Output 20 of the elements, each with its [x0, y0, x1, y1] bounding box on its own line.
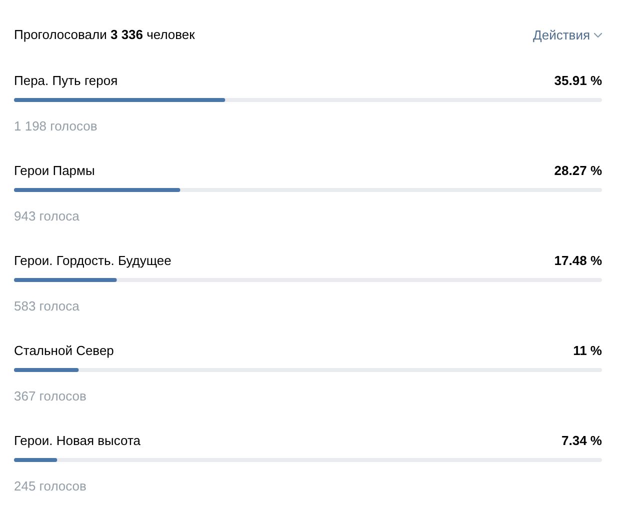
bar: [14, 458, 58, 462]
y-tick-label: Герои. Гордость. Будущее: [14, 253, 172, 268]
annotation: Действия: [533, 28, 590, 42]
y-tick-label: Стальной Север: [14, 343, 114, 358]
bar: [14, 368, 79, 372]
data-label: 28.27 %: [554, 163, 602, 178]
annotation: 1 198 голосов: [14, 118, 98, 134]
data-label: 11 %: [573, 343, 602, 358]
data-label: 17.48 %: [554, 253, 602, 268]
y-tick-label: Пера. Путь героя: [14, 73, 118, 88]
bar: [14, 278, 117, 282]
data-label: 7.34 %: [562, 433, 602, 448]
annotation: 943 голоса: [14, 208, 80, 224]
data-label: 35.91 %: [554, 73, 602, 88]
y-tick-label: Герои. Новая высота: [14, 433, 142, 448]
annotation: 245 голосов: [14, 478, 87, 494]
annotation: 583 голоса: [14, 298, 80, 314]
y-tick-label: Герои Пармы: [14, 163, 95, 178]
chart-title: Проголосовали 3 336 человек: [14, 27, 196, 42]
annotation: 367 голосов: [14, 388, 87, 404]
